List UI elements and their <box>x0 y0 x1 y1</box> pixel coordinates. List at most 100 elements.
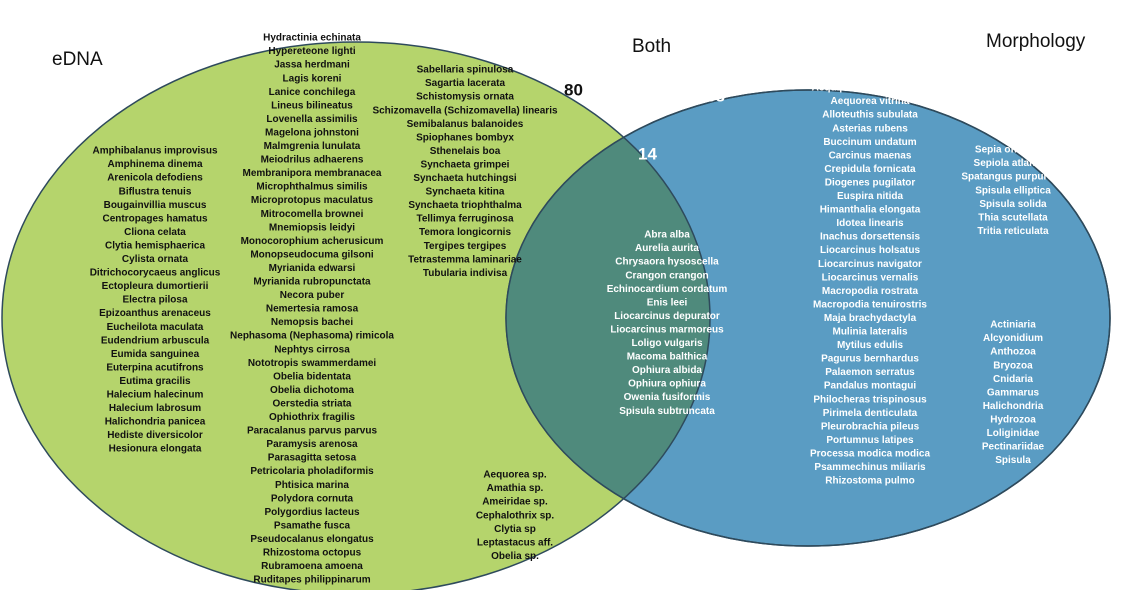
species-name: Crangon crangon <box>625 270 708 281</box>
species-name: Spisula elliptica <box>975 185 1051 196</box>
species-name: Ditrichocorycaeus anglicus <box>90 268 221 279</box>
species-name: Crepidula fornicata <box>824 164 916 175</box>
species-name: Halecium labrosum <box>109 403 201 414</box>
species-name: Polydora cornuta <box>271 493 354 504</box>
both-label: Both <box>632 36 671 57</box>
species-name: Pagurus bernhardus <box>821 354 919 365</box>
species-name: Mnemiopsis leidyi <box>269 222 355 233</box>
species-name: Maja brachydactyla <box>824 313 917 324</box>
species-name: Amphibalanus improvisus <box>92 146 217 157</box>
species-name: Tetrastemma laminariae <box>408 254 522 265</box>
species-name: Nototropis swammerdamei <box>248 358 377 369</box>
species-name: Hydractinia echinata <box>263 33 361 44</box>
species-name: Enis leei <box>647 297 688 308</box>
species-name: Halecium halecinum <box>107 390 204 401</box>
species-name: Carcinus maenas <box>829 150 912 161</box>
species-name: Portumnus latipes <box>826 435 914 446</box>
species-name: Aurelia aurita <box>635 243 699 254</box>
species-name: Amathia sp. <box>487 483 544 494</box>
species-name: Lovenella assimilis <box>266 114 358 125</box>
species-name: Petricolaria pholadiformis <box>250 466 374 477</box>
species-name: Spisula subtruncata <box>619 406 715 417</box>
species-name: Synchaeta hutchingsi <box>413 173 517 184</box>
species-name: Loligo vulgaris <box>631 338 703 349</box>
species-name: Necora puber <box>280 290 345 301</box>
species-name: Arenicola defodiens <box>107 173 203 184</box>
species-lists: Amphibalanus improvisus Amphinema dinema A… <box>90 33 1065 586</box>
edna-label: eDNA <box>52 49 103 70</box>
species-name: Actiniaria <box>990 320 1036 331</box>
species-name: Aequorea sp. <box>483 470 547 481</box>
species-name: Meiodrilus adhaerens <box>261 155 364 166</box>
species-name: Chrysaora hysoscella <box>615 257 719 268</box>
species-name: Spatangus purpureus <box>961 172 1065 183</box>
species-name: Mitrocomella brownei <box>261 209 364 220</box>
species-name: Parasagitta setosa <box>268 453 357 464</box>
morphology-count: 38 <box>706 86 725 105</box>
species-name: Epizoanthus arenaceus <box>99 308 211 319</box>
species-name: Psamathe fusca <box>274 520 351 531</box>
species-name: Spisula solida <box>979 199 1047 210</box>
species-name: Myrianida rubropunctata <box>253 277 371 288</box>
species-name: Inachus dorsettensis <box>820 232 920 243</box>
species-name: Bougainvillia muscus <box>104 200 207 211</box>
species-name: Liocarcinus marmoreus <box>610 324 724 335</box>
species-name: Obelia dichotoma <box>270 385 354 396</box>
species-name: Alloteuthis subulata <box>822 110 918 121</box>
species-name: Macropodia tenuirostris <box>813 299 927 310</box>
both-count: 14 <box>638 144 657 163</box>
species-name: Tritia reticulata <box>977 226 1049 237</box>
species-name: Temora longicornis <box>419 227 511 238</box>
species-name: Synchaeta grimpei <box>421 159 510 170</box>
species-name: Schizomavella (Schizomavella) linearis <box>372 105 558 116</box>
species-name: Sepiola atlantica <box>974 158 1053 169</box>
species-name: Ophiothrix fragilis <box>269 412 356 423</box>
species-name: Liocarcinus holsatus <box>820 245 920 256</box>
species-name: Alcyonidium <box>983 333 1043 344</box>
species-name: Aequipecten opercularis <box>812 83 929 94</box>
species-name: Phtisica marina <box>275 480 349 491</box>
species-name: Sabellaria spinulosa <box>417 65 514 76</box>
morphology-outline <box>505 89 1111 547</box>
species-name: Macropodia rostrata <box>822 286 919 297</box>
species-name: Clytia hemisphaerica <box>105 240 205 251</box>
species-name: Himanthalia elongata <box>820 205 921 216</box>
species-name: Mulinia lateralis <box>832 327 907 338</box>
species-name: Polygordius lacteus <box>264 507 359 518</box>
species-name: Hediste diversicolor <box>107 430 203 441</box>
species-name: Microphthalmus similis <box>256 182 368 193</box>
species-name: Pleurobrachia pileus <box>821 421 920 432</box>
species-name: Centropages hamatus <box>102 213 207 224</box>
species-name: Sepia officinalis <box>975 145 1052 156</box>
species-name: Biflustra tenuis <box>119 186 192 197</box>
species-name: Cnidaria <box>993 374 1033 385</box>
species-name: Nephtys cirrosa <box>274 344 350 355</box>
species-name: Euterpina acutifrons <box>106 362 204 373</box>
species-name: Synchaeta kitina <box>426 187 505 198</box>
species-name: Cylista ornata <box>122 254 189 265</box>
species-name: Cephalothrix sp. <box>476 510 555 521</box>
species-name: Psammechinus miliaris <box>814 462 926 473</box>
species-name: Asterias rubens <box>832 123 908 134</box>
species-name: Liocarcinus depurator <box>614 311 720 322</box>
species-name: Thia scutellata <box>978 212 1048 223</box>
species-name: Mytilus edulis <box>837 340 904 351</box>
species-name: Sagartia lacerata <box>425 78 505 89</box>
species-name: Spisula <box>995 455 1031 466</box>
species-name: Lanice conchilega <box>269 87 356 98</box>
species-name: Lagis koreni <box>283 73 342 84</box>
species-name: Obelia sp. <box>491 551 539 562</box>
species-name: Tubularia indivisa <box>423 268 508 279</box>
species-name: Buccinum undatum <box>823 137 916 148</box>
species-name: Hesionura elongata <box>109 444 202 455</box>
species-name: Myrianida edwarsi <box>269 263 356 274</box>
species-name: Liocarcinus vernalis <box>822 272 919 283</box>
edna-count: 80 <box>564 80 583 99</box>
species-name: Processa modica modica <box>810 448 930 459</box>
species-name: Eudendrium arbuscula <box>101 335 210 346</box>
species-name: Philocheras trispinosus <box>813 394 927 405</box>
species-name: Spiophanes bombyx <box>416 132 514 143</box>
species-name: Clytia sp <box>494 524 536 535</box>
species-name: Leptastacus aff. <box>477 537 553 548</box>
